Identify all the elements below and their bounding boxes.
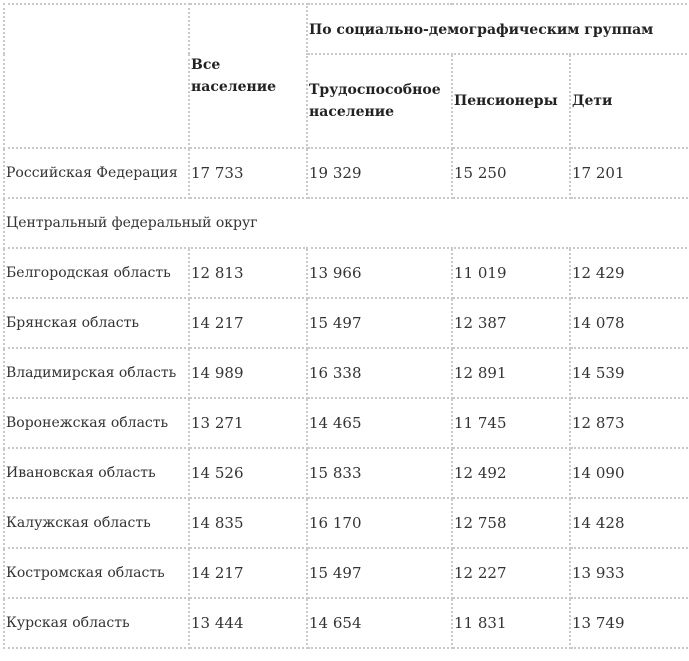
- table-row: Владимирская область 14 989 16 338 12 89…: [3, 347, 689, 399]
- all-population-cell: 12 813: [188, 247, 308, 299]
- table-row: Калужская область 14 835 16 170 12 758 1…: [3, 497, 689, 549]
- region-cell: Воронежская область: [3, 397, 190, 449]
- section-row: Центральный федеральный округ: [2, 197, 689, 249]
- region-cell: Владимирская область: [3, 347, 190, 399]
- working-age-cell: 13 966: [306, 247, 453, 299]
- table-row: Костромская область 14 217 15 497 12 227…: [3, 547, 689, 599]
- pensioners-cell: 15 250: [451, 147, 571, 199]
- all-population-cell: 14 526: [188, 447, 308, 499]
- table-row: Курская область 13 444 14 654 11 831 13 …: [3, 597, 689, 649]
- table-row: Российская Федерация 17 733 19 329 15 25…: [3, 147, 689, 199]
- region-cell: Калужская область: [3, 497, 190, 549]
- pensioners-cell: 12 227: [451, 547, 571, 599]
- pensioners-cell: 11 831: [451, 597, 571, 649]
- working-age-cell: 14 654: [306, 597, 453, 649]
- working-age-cell: 15 497: [306, 297, 453, 349]
- working-age-cell: 15 497: [306, 547, 453, 599]
- all-population-cell: 13 271: [188, 397, 308, 449]
- pensioners-cell: 12 758: [451, 497, 571, 549]
- children-cell: 17 201: [568, 147, 689, 199]
- region-cell: Российская Федерация: [3, 147, 190, 199]
- pensioners-cell: 11 745: [451, 397, 571, 449]
- all-population-cell: 14 989: [188, 347, 308, 399]
- all-population-cell: 13 444: [188, 597, 308, 649]
- children-cell: 14 428: [568, 497, 689, 549]
- children-cell: 12 429: [568, 247, 689, 299]
- children-cell: 14 539: [568, 347, 689, 399]
- header-children: Дети: [568, 53, 689, 149]
- working-age-cell: 14 465: [306, 397, 453, 449]
- children-cell: 14 078: [568, 297, 689, 349]
- header-row-sub: Трудоспособное население Пенсионеры Дети: [4, 53, 689, 149]
- table-row: Воронежская область 13 271 14 465 11 745…: [3, 397, 689, 449]
- section-title-cell: Центральный федеральный округ: [2, 197, 689, 249]
- table-row: Ивановская область 14 526 15 833 12 492 …: [3, 447, 689, 499]
- region-cell: Костромская область: [3, 547, 190, 599]
- working-age-cell: 15 833: [306, 447, 453, 499]
- working-age-cell: 16 338: [306, 347, 453, 399]
- header-empty-cell: [3, 3, 190, 149]
- table-row: Белгородская область 12 813 13 966 11 01…: [3, 247, 689, 299]
- pensioners-cell: 12 387: [451, 297, 571, 349]
- pensioners-cell: 12 891: [451, 347, 571, 399]
- children-cell: 12 873: [568, 397, 689, 449]
- pensioners-cell: 11 019: [451, 247, 571, 299]
- subsistence-minimum-table: Все население По социально-демографическ…: [2, 3, 689, 649]
- working-age-cell: 16 170: [306, 497, 453, 549]
- table-row: Брянская область 14 217 15 497 12 387 14…: [3, 297, 689, 349]
- header-pensioners: Пенсионеры: [451, 53, 571, 149]
- region-cell: Белгородская область: [3, 247, 190, 299]
- region-cell: Курская область: [3, 597, 190, 649]
- region-cell: Брянская область: [3, 297, 190, 349]
- all-population-cell: 14 835: [188, 497, 308, 549]
- all-population-cell: 14 217: [188, 297, 308, 349]
- all-population-cell: 14 217: [188, 547, 308, 599]
- children-cell: 13 933: [568, 547, 689, 599]
- pensioners-cell: 12 492: [451, 447, 571, 499]
- children-cell: 13 749: [568, 597, 689, 649]
- region-cell: Ивановская область: [3, 447, 190, 499]
- header-all-population: Все население: [188, 3, 308, 149]
- header-row-top: Все население По социально-демографическ…: [3, 3, 689, 149]
- all-population-cell: 17 733: [188, 147, 308, 199]
- children-cell: 14 090: [568, 447, 689, 499]
- header-group-title: По социально-демографическим группам: [305, 3, 689, 55]
- working-age-cell: 19 329: [306, 147, 453, 199]
- header-working-age: Трудоспособное население: [306, 53, 453, 149]
